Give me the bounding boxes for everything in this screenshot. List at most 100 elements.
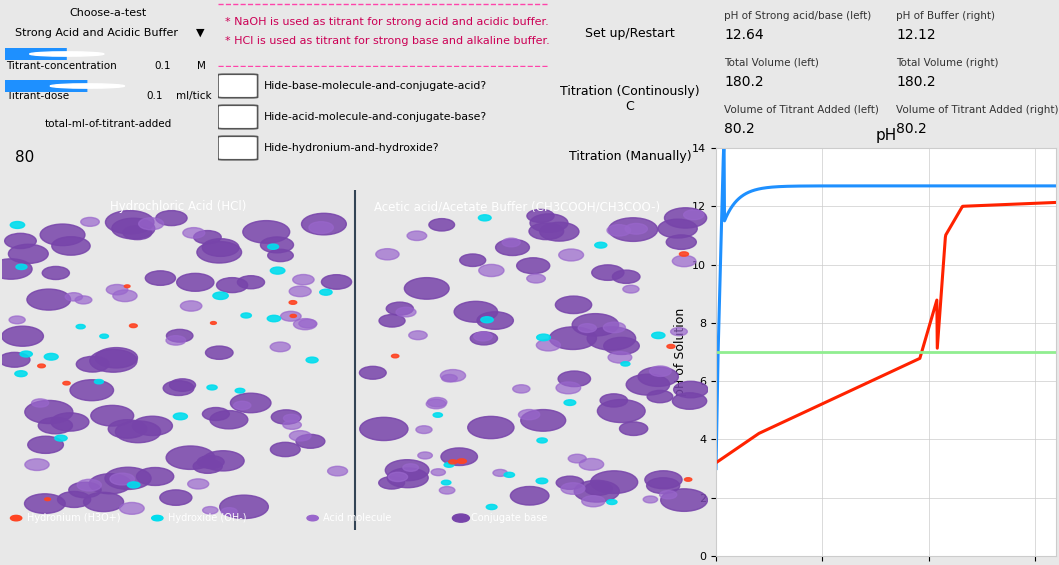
Circle shape [57, 492, 91, 507]
Circle shape [267, 315, 281, 321]
Circle shape [550, 327, 596, 350]
Circle shape [299, 319, 317, 328]
Circle shape [470, 332, 498, 345]
Circle shape [502, 238, 520, 247]
Circle shape [496, 239, 530, 255]
Circle shape [651, 332, 665, 338]
Circle shape [486, 505, 497, 510]
Circle shape [166, 446, 215, 470]
Circle shape [407, 231, 427, 241]
Text: 12.12: 12.12 [896, 28, 936, 42]
Text: pH of Buffer (right): pH of Buffer (right) [896, 11, 995, 21]
Circle shape [110, 473, 134, 485]
Text: Hydronium (H3O+): Hydronium (H3O+) [26, 513, 121, 523]
Circle shape [243, 220, 290, 243]
Circle shape [205, 346, 233, 359]
Circle shape [587, 327, 635, 350]
Text: 180.2: 180.2 [724, 75, 764, 89]
Circle shape [26, 289, 71, 310]
Circle shape [479, 264, 504, 277]
Circle shape [44, 353, 58, 360]
Circle shape [169, 379, 196, 392]
Circle shape [666, 235, 697, 249]
Circle shape [664, 208, 706, 228]
Text: Hydroxide (OH-): Hydroxide (OH-) [168, 513, 247, 523]
Circle shape [510, 486, 549, 505]
Circle shape [620, 422, 648, 436]
Y-axis label: pH of Solution: pH of Solution [674, 308, 686, 396]
Circle shape [684, 210, 704, 220]
Circle shape [297, 434, 325, 448]
Circle shape [431, 469, 446, 476]
Circle shape [468, 416, 514, 438]
Circle shape [581, 496, 605, 507]
Circle shape [572, 314, 618, 336]
Circle shape [660, 490, 677, 499]
Text: Volume of Titrant Added (left): Volume of Titrant Added (left) [724, 105, 879, 115]
Circle shape [62, 381, 70, 385]
pH-left [968, 182, 981, 189]
Circle shape [10, 316, 25, 324]
pH-left [1049, 182, 1059, 189]
pH-right [1049, 199, 1059, 206]
pH-right [927, 311, 939, 318]
Circle shape [30, 52, 104, 56]
Circle shape [66, 293, 83, 301]
Circle shape [268, 249, 293, 262]
Circle shape [270, 442, 300, 457]
Circle shape [284, 414, 300, 422]
Circle shape [643, 496, 658, 503]
Circle shape [106, 285, 128, 295]
Circle shape [441, 448, 478, 466]
pH-left [927, 182, 939, 189]
Circle shape [202, 407, 230, 420]
Circle shape [90, 350, 137, 372]
pH-left [731, 197, 743, 203]
Circle shape [405, 277, 449, 299]
Circle shape [670, 328, 687, 336]
Circle shape [441, 370, 466, 382]
Circle shape [492, 470, 507, 476]
Circle shape [672, 255, 696, 267]
FancyBboxPatch shape [5, 48, 67, 60]
Line: pH-left: pH-left [716, 148, 1056, 468]
Circle shape [197, 241, 241, 263]
Circle shape [207, 385, 217, 390]
Circle shape [647, 478, 680, 494]
Circle shape [608, 351, 632, 363]
pH-right [916, 346, 929, 353]
Circle shape [194, 231, 221, 244]
Circle shape [268, 244, 279, 249]
Circle shape [51, 84, 125, 88]
Circle shape [113, 290, 137, 302]
Circle shape [4, 233, 36, 249]
Circle shape [621, 362, 630, 366]
Circle shape [183, 228, 204, 238]
Circle shape [379, 477, 405, 489]
Circle shape [28, 436, 64, 453]
Circle shape [89, 473, 131, 494]
Circle shape [457, 459, 466, 463]
Circle shape [359, 366, 387, 379]
Circle shape [600, 394, 628, 407]
Circle shape [558, 371, 591, 386]
Circle shape [526, 274, 545, 283]
Text: Titrant-dose: Titrant-dose [6, 91, 70, 101]
Circle shape [537, 334, 551, 341]
Circle shape [645, 471, 682, 489]
Text: 80.2: 80.2 [724, 121, 755, 136]
Circle shape [379, 315, 405, 327]
pH 7 [714, 349, 726, 355]
Circle shape [163, 381, 194, 395]
Circle shape [221, 507, 237, 515]
Circle shape [392, 354, 399, 358]
Circle shape [388, 468, 428, 488]
Circle shape [202, 451, 245, 471]
Text: Titration (Continously)
C: Titration (Continously) C [560, 85, 700, 113]
Circle shape [517, 258, 550, 273]
Circle shape [202, 238, 239, 257]
Text: Acetic acid/Acetate Buffer (CH3COOH/CH3COO-): Acetic acid/Acetate Buffer (CH3COOH/CH3C… [374, 200, 661, 213]
Text: Hide-base-molecule-and-conjugate-acid?: Hide-base-molecule-and-conjugate-acid? [264, 81, 487, 91]
Circle shape [609, 218, 658, 241]
Circle shape [137, 467, 174, 485]
